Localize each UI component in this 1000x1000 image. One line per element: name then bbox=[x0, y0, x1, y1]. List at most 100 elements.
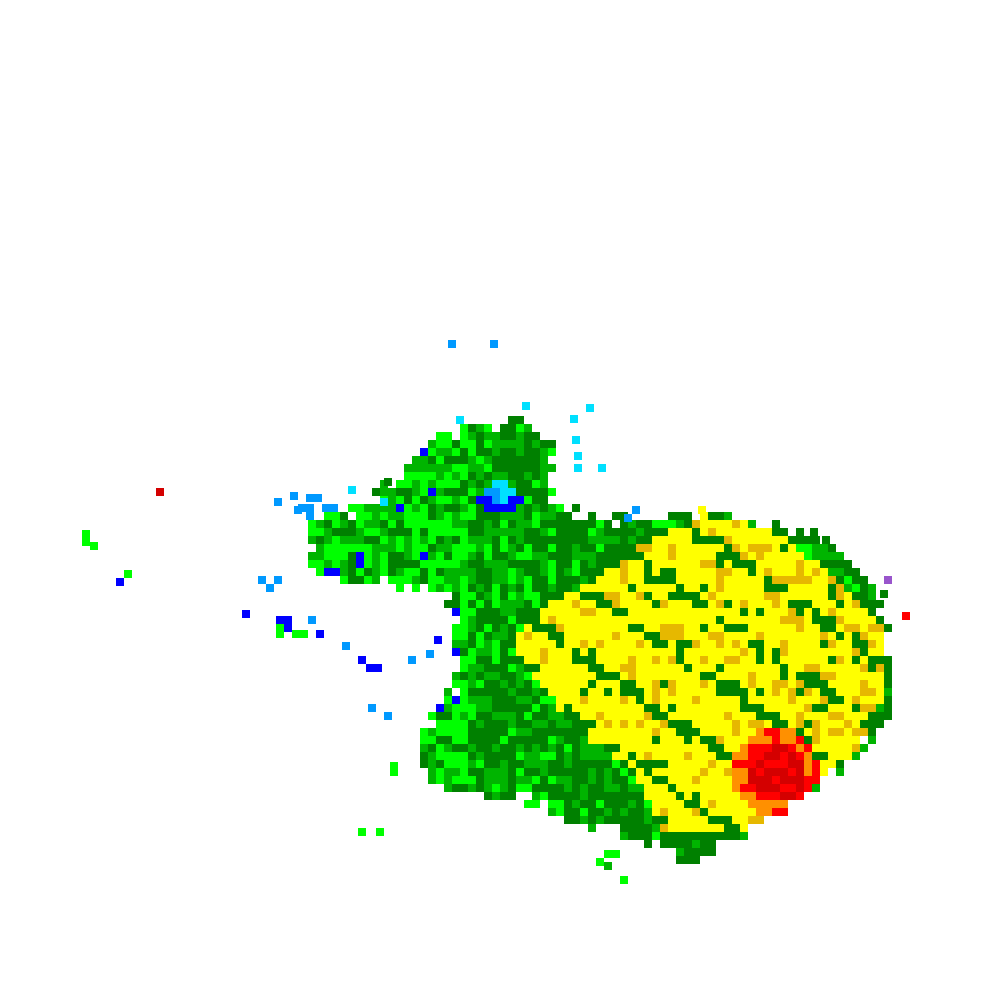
radar-cell bbox=[364, 536, 372, 544]
radar-cell bbox=[524, 648, 532, 656]
radar-cell bbox=[556, 512, 564, 520]
radar-cell bbox=[788, 656, 796, 664]
radar-cell bbox=[828, 720, 836, 728]
radar-cell bbox=[596, 800, 604, 808]
radar-cell bbox=[572, 584, 580, 592]
radar-cell bbox=[436, 752, 444, 760]
radar-cell bbox=[684, 512, 692, 520]
radar-cell bbox=[532, 800, 540, 808]
radar-cell bbox=[452, 736, 460, 744]
radar-cell bbox=[748, 568, 756, 576]
radar-cell bbox=[684, 848, 692, 856]
radar-cell bbox=[452, 544, 460, 552]
radar-cell bbox=[324, 528, 332, 536]
radar-cell bbox=[628, 744, 636, 752]
radar-cell bbox=[460, 456, 468, 464]
radar-cell bbox=[780, 672, 788, 680]
radar-cell bbox=[852, 624, 860, 632]
radar-cell bbox=[540, 528, 548, 536]
radar-cell bbox=[492, 624, 500, 632]
radar-cell bbox=[644, 600, 652, 608]
radar-cell bbox=[756, 712, 764, 720]
radar-cell bbox=[820, 688, 828, 696]
radar-cell bbox=[556, 736, 564, 744]
radar-cell bbox=[444, 536, 452, 544]
radar-cell bbox=[724, 560, 732, 568]
radar-cell bbox=[820, 624, 828, 632]
radar-cell bbox=[460, 744, 468, 752]
radar-cell bbox=[836, 664, 844, 672]
radar-cell bbox=[612, 512, 620, 520]
radar-cell bbox=[852, 576, 860, 584]
radar-cell bbox=[716, 576, 724, 584]
radar-cell bbox=[420, 728, 428, 736]
radar-cell bbox=[460, 608, 468, 616]
radar-cell bbox=[684, 536, 692, 544]
radar-cell bbox=[836, 568, 844, 576]
radar-cell bbox=[676, 576, 684, 584]
radar-cell bbox=[652, 632, 660, 640]
radar-cell bbox=[708, 560, 716, 568]
radar-cell bbox=[556, 792, 564, 800]
radar-cell bbox=[492, 528, 500, 536]
radar-cell bbox=[452, 488, 460, 496]
radar-cell bbox=[388, 504, 396, 512]
radar-cell bbox=[516, 552, 524, 560]
radar-cell bbox=[708, 672, 716, 680]
radar-cell bbox=[444, 712, 452, 720]
radar-cell bbox=[860, 600, 868, 608]
radar-cell bbox=[796, 624, 804, 632]
radar-cell bbox=[692, 640, 700, 648]
radar-cell bbox=[324, 536, 332, 544]
radar-cell bbox=[620, 728, 628, 736]
radar-cell bbox=[684, 632, 692, 640]
radar-cell bbox=[780, 656, 788, 664]
radar-cell bbox=[644, 840, 652, 848]
radar-cell bbox=[468, 568, 476, 576]
radar-cell bbox=[524, 664, 532, 672]
radar-cell bbox=[420, 520, 428, 528]
radar-cell bbox=[772, 640, 780, 648]
radar-cell bbox=[740, 792, 748, 800]
radar-cell bbox=[572, 752, 580, 760]
radar-cell bbox=[588, 696, 596, 704]
radar-cell bbox=[564, 688, 572, 696]
radar-cell bbox=[732, 760, 740, 768]
radar-cell bbox=[628, 616, 636, 624]
radar-cell bbox=[420, 752, 428, 760]
radar-cell bbox=[620, 520, 628, 528]
radar-cell bbox=[756, 608, 764, 616]
radar-cell bbox=[468, 728, 476, 736]
radar-cell bbox=[860, 664, 868, 672]
radar-cell bbox=[844, 560, 852, 568]
radar-cell-outlier bbox=[322, 504, 330, 512]
radar-cell bbox=[564, 648, 572, 656]
radar-cell bbox=[804, 576, 812, 584]
radar-cell bbox=[532, 584, 540, 592]
radar-cell bbox=[532, 752, 540, 760]
radar-cell bbox=[628, 688, 636, 696]
radar-cell bbox=[796, 672, 804, 680]
radar-cell bbox=[724, 664, 732, 672]
radar-cell bbox=[388, 544, 396, 552]
radar-cell bbox=[604, 720, 612, 728]
radar-cell bbox=[820, 544, 828, 552]
radar-cell-outlier bbox=[316, 630, 324, 638]
radar-cell bbox=[500, 776, 508, 784]
radar-cell bbox=[716, 584, 724, 592]
radar-cell bbox=[668, 680, 676, 688]
radar-cell bbox=[692, 616, 700, 624]
radar-cell bbox=[516, 600, 524, 608]
radar-cell bbox=[388, 576, 396, 584]
radar-cell bbox=[660, 640, 668, 648]
radar-cell bbox=[628, 568, 636, 576]
radar-cell bbox=[844, 608, 852, 616]
radar-cell bbox=[772, 760, 780, 768]
radar-cell bbox=[804, 672, 812, 680]
radar-cell-outlier bbox=[290, 492, 298, 500]
radar-cell-outlier bbox=[456, 416, 464, 424]
radar-cell bbox=[444, 568, 452, 576]
radar-cell bbox=[844, 600, 852, 608]
radar-cell bbox=[652, 672, 660, 680]
radar-cell bbox=[484, 544, 492, 552]
